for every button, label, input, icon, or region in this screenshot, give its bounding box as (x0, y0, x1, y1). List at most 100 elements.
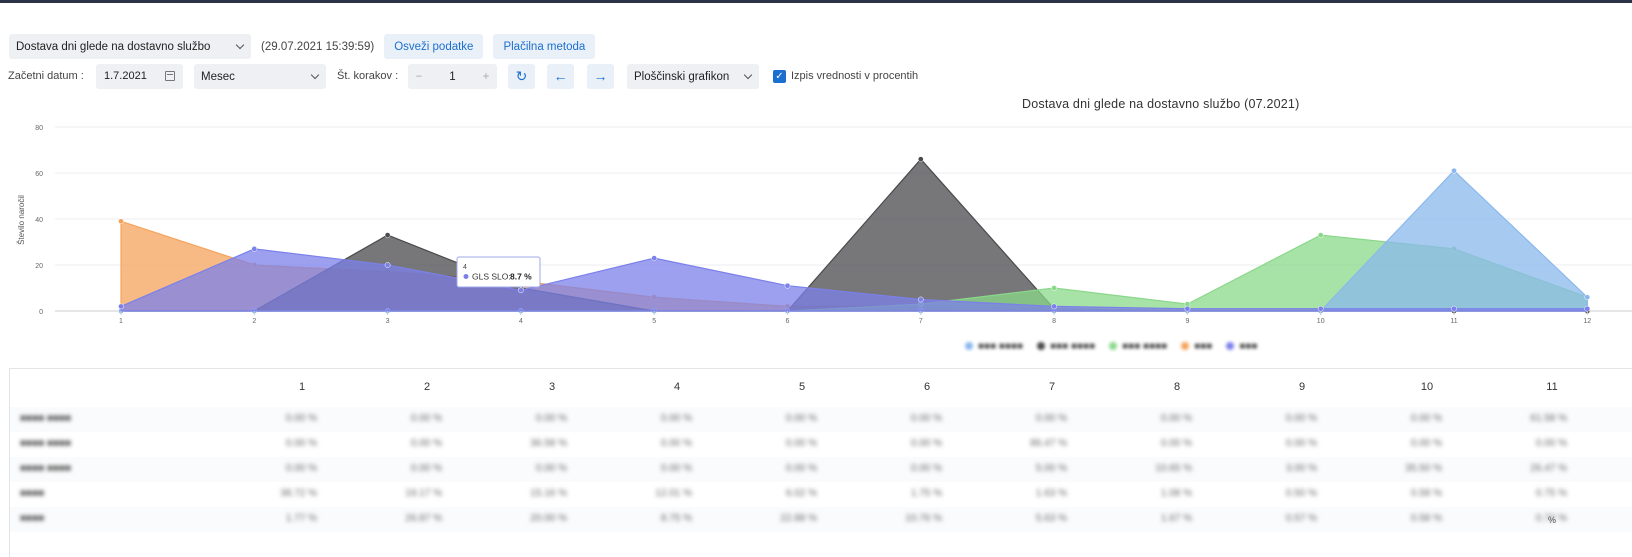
column-header: 11 (1546, 381, 1558, 393)
data-point (1317, 305, 1324, 312)
toolbar-row-2: Začetni datum : 1.7.2021 Mesec Št. korak… (8, 64, 1008, 89)
steps-minus-button[interactable]: − (415, 70, 423, 83)
chart-title: Dostava dni glede na dostavno službo (07… (1022, 97, 1300, 111)
table-cell: 3.00 % (1285, 463, 1317, 474)
x-tick-label: 11 (1450, 318, 1457, 325)
table-cell: 0.00 % (410, 463, 442, 474)
data-point (1184, 305, 1191, 312)
top-bar (0, 0, 1632, 3)
data-point (651, 255, 658, 261)
reload-icon[interactable]: ↻ (508, 64, 535, 89)
row-label: ■■■■ (20, 513, 45, 524)
toolbar-row-1: Dostava dni glede na dostavno službo (29… (9, 34, 596, 59)
arrow-right-icon[interactable]: → (587, 64, 614, 89)
report-select-value: Dostava dni glede na dostavno službo (16, 40, 211, 53)
calendar-icon[interactable] (165, 71, 175, 81)
steps-value[interactable]: 1 (449, 70, 456, 83)
data-point (251, 246, 258, 252)
column-header: 1 (298, 381, 306, 393)
start-date-label: Začetni datum : (8, 70, 84, 82)
y-axis-label: Število naročil (17, 195, 26, 245)
y-tick-label: 40 (35, 217, 43, 224)
report-select[interactable]: Dostava dni glede na dostavno službo (9, 34, 251, 59)
table-cell: 0.75 % (1535, 488, 1567, 499)
data-point (1451, 305, 1457, 312)
data-point (384, 262, 391, 268)
legend-item[interactable]: ■■■ (1226, 341, 1257, 352)
data-point (1317, 232, 1324, 238)
table-cell: 0.00 % (535, 413, 567, 424)
column-header: 10 (1420, 381, 1434, 393)
column-header: 7 (1048, 381, 1056, 393)
table-cell: 0.00 % (1535, 438, 1567, 449)
tooltip-series-name: GLS SLO: (472, 272, 511, 282)
legend-item[interactable]: ■■■ ■■■■ (1109, 341, 1167, 352)
x-tick-label: 12 (1583, 318, 1591, 325)
table-cell: 1.63 % (1035, 488, 1067, 499)
data-point (917, 296, 924, 303)
table-cell: 0.00 % (1160, 438, 1192, 449)
table-cell: 0.00 % (1410, 413, 1442, 424)
x-tick-label: 6 (786, 318, 790, 325)
timestamp: (29.07.2021 15:39:59) (261, 40, 375, 53)
refresh-button[interactable]: Osveži podatke (384, 34, 484, 59)
table-cell: 1.08 % (1160, 488, 1192, 499)
column-header: 4 (673, 381, 681, 393)
table-cell: 0.00 % (410, 438, 442, 449)
table-row: ■■■■ ■■■■ 0.00 % 0.00 % 36.58 % 0.00 % 0.00 %… (10, 432, 1632, 457)
tooltip-x: 4 (463, 264, 467, 271)
x-tick-label: 8 (1052, 318, 1056, 325)
percent-checkbox[interactable]: ✓ (773, 70, 786, 83)
arrow-left-icon[interactable]: ← (547, 64, 574, 89)
table-cell: 0.00 % (1285, 438, 1317, 449)
table-cell: 22.88 % (780, 513, 817, 524)
column-header: 6 (923, 381, 931, 393)
legend-item[interactable]: ■■■ ■■■■ (1037, 341, 1095, 352)
table-cell: 0.00 % (910, 413, 942, 424)
steps-label: Št. korakov : (337, 70, 399, 82)
table-row: ■■■■ 38.72 % 19.17 % 15.16 % 12.01 % 6.02 % 1.… (10, 482, 1632, 507)
table-cell: 5.00 % (1035, 463, 1067, 474)
data-point (1584, 305, 1591, 312)
table-cell: 0.00 % (660, 463, 692, 474)
data-point (118, 218, 124, 225)
tooltip-series-dot (463, 274, 469, 279)
percent-checkbox-label: Izpis vrednosti v procentih (791, 70, 919, 82)
table-cell: 0.00 % (1160, 413, 1192, 424)
data-point (917, 156, 924, 163)
chart-type-select[interactable]: Ploščinski grafikon (627, 64, 759, 89)
column-header: 3 (548, 381, 556, 393)
column-header: 5 (798, 381, 806, 393)
x-tick-label: 2 (252, 318, 256, 325)
data-point (384, 232, 391, 238)
table-cell: 38.72 % (280, 488, 317, 499)
table-cell: 0.00 % (285, 413, 317, 424)
x-tick-label: 3 (386, 318, 390, 325)
data-point (1051, 285, 1057, 291)
table-cell: 0.00 % (910, 438, 942, 449)
table-cell: 0.00 % (1035, 413, 1067, 424)
chevron-down-icon (235, 40, 245, 50)
legend-item[interactable]: ■■■ (1181, 341, 1212, 352)
table-cell: 15.16 % (530, 488, 567, 499)
start-date-input[interactable]: 1.7.2021 (96, 64, 183, 89)
period-select[interactable]: Mesec (194, 64, 326, 89)
x-tick-label: 10 (1317, 318, 1325, 325)
table-cell: 19.17 % (405, 488, 442, 499)
legend-item[interactable]: ■■■ ■■■■ (965, 341, 1023, 352)
column-header: 9 (1298, 381, 1306, 393)
chart-legend: ■■■ ■■■■ ■■■ ■■■■ ■■■ ■■■■ ■■■ ■■■ (965, 338, 1271, 354)
table-cell: 0.58 % (1410, 488, 1442, 499)
column-header: 2 (423, 381, 431, 393)
steps-plus-button[interactable]: + (482, 70, 490, 83)
table-cell: 1.67 % (1160, 513, 1192, 524)
x-tick-label: 7 (919, 318, 923, 325)
table-cell: 8.75 % (660, 513, 692, 524)
steps-stepper[interactable]: − 1 + (408, 64, 497, 89)
payment-method-button[interactable]: Plačilna metoda (493, 34, 596, 59)
table-cell: 26.87 % (405, 513, 442, 524)
table-cell: 0.00 % (410, 413, 442, 424)
x-tick-label: 1 (119, 318, 123, 325)
data-point (1584, 294, 1591, 301)
